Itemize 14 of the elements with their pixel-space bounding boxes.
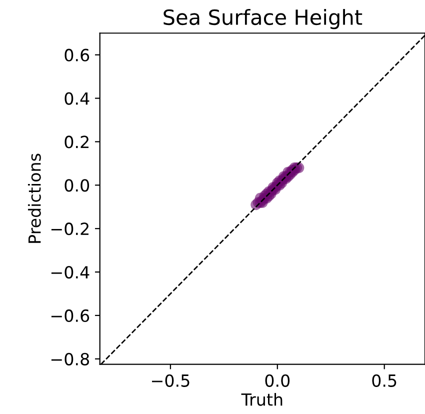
- y-tick-label: 0.0: [64, 179, 90, 192]
- y-tick-label: −0.6: [51, 309, 90, 322]
- y-tick-label: 0.2: [64, 136, 88, 148]
- x-tick-label: 0.0: [265, 374, 290, 387]
- y-tick-label: 0.6: [64, 48, 90, 62]
- chart-title: Sea Surface Height: [164, 8, 362, 30]
- x-tick-label: 0.5: [372, 374, 396, 387]
- x-tick-label: −0.5: [152, 374, 190, 387]
- y-tick-label: −0.2: [51, 222, 88, 236]
- x-axis-title: Truth: [241, 392, 282, 406]
- y-tick-label: −0.8: [51, 352, 90, 366]
- y-tick-label: 0.4: [64, 92, 90, 105]
- y-tick-label: −0.4: [51, 266, 90, 279]
- y-axis-title: Predictions: [28, 154, 41, 243]
